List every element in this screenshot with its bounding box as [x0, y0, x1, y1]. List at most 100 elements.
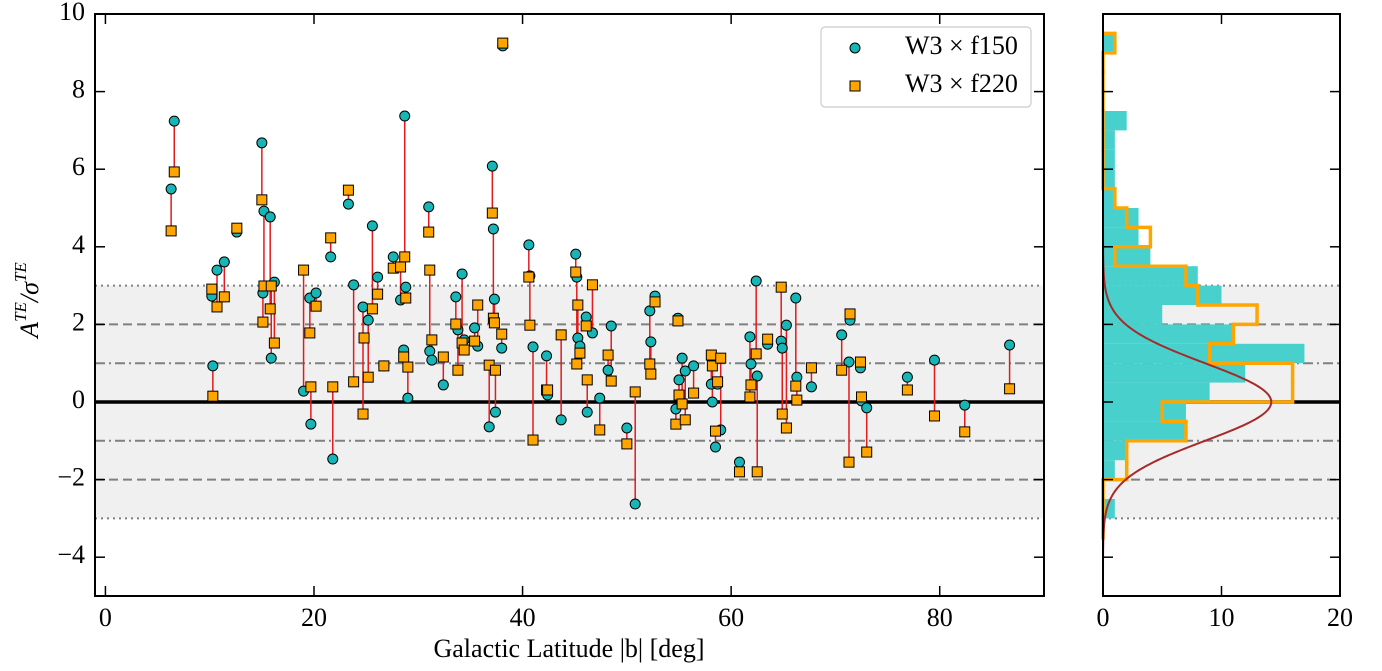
point: [750, 275, 762, 287]
point: [629, 386, 641, 398]
point: [843, 456, 855, 468]
point: [649, 296, 661, 308]
point: [670, 418, 682, 430]
point: [861, 402, 873, 414]
point: [1004, 383, 1016, 395]
point: [362, 314, 374, 326]
point: [211, 301, 223, 313]
point: [672, 315, 684, 327]
point: [929, 354, 940, 366]
point: [305, 381, 317, 393]
point: [581, 406, 593, 418]
point: [750, 348, 762, 360]
hist-bar: [1103, 382, 1210, 402]
point: [497, 37, 509, 49]
x-tick-label: 20: [1327, 603, 1353, 632]
point: [555, 414, 567, 426]
point: [744, 391, 756, 403]
point: [602, 349, 614, 361]
point: [594, 424, 606, 436]
point: [256, 194, 268, 206]
point: [844, 308, 856, 320]
point: [780, 319, 792, 331]
point: [402, 392, 414, 404]
point: [372, 271, 384, 283]
point: [378, 360, 390, 372]
point: [572, 299, 584, 311]
point: [706, 396, 718, 408]
point: [524, 319, 536, 331]
x-axis-label: Galactic Latitude |b| [deg]: [433, 634, 704, 663]
point: [776, 342, 788, 354]
y-axis-label: ATE/σTE: [11, 262, 44, 340]
point: [469, 322, 481, 334]
point: [733, 466, 745, 478]
point: [570, 248, 582, 260]
point: [629, 498, 641, 510]
point: [489, 364, 501, 376]
x-tick-label: 80: [927, 603, 953, 632]
point: [586, 279, 598, 291]
x-tick-label: 40: [510, 603, 536, 632]
hist-bar: [1103, 343, 1305, 364]
point: [366, 303, 378, 315]
point: [621, 422, 633, 434]
point: [399, 251, 411, 263]
point: [399, 110, 411, 122]
point: [268, 337, 280, 349]
point: [710, 441, 721, 453]
point: [366, 220, 378, 232]
x-tick-label: 10: [1209, 603, 1235, 632]
point: [387, 251, 399, 263]
point: [744, 331, 756, 343]
point: [483, 421, 495, 433]
point: [805, 381, 817, 393]
point: [542, 384, 554, 396]
point: [218, 256, 230, 268]
point: [836, 329, 848, 341]
hist-bar: [1103, 324, 1234, 344]
point: [304, 327, 316, 339]
point: [310, 287, 322, 299]
point: [745, 379, 757, 391]
point: [836, 364, 848, 376]
plot-frame: [94, 13, 1045, 597]
point: [327, 453, 339, 465]
point: [790, 292, 802, 304]
point: [751, 370, 763, 382]
point: [791, 394, 803, 406]
hist-bar: [1103, 33, 1115, 53]
y-tick-label: 10: [59, 0, 85, 26]
point: [733, 456, 745, 468]
point: [854, 356, 866, 368]
point: [348, 376, 360, 388]
point: [424, 264, 436, 276]
point: [571, 358, 583, 370]
point: [679, 414, 691, 426]
hist-bar: [1103, 208, 1139, 228]
point: [776, 408, 788, 420]
point: [712, 376, 724, 388]
hist-bar: [1103, 169, 1115, 189]
point: [400, 292, 412, 304]
legend-label: W3 × f220: [905, 69, 1018, 98]
point: [452, 364, 464, 376]
point: [165, 183, 177, 195]
point: [357, 301, 369, 313]
point: [486, 207, 498, 219]
point: [400, 281, 412, 293]
point: [265, 280, 277, 292]
point: [751, 466, 763, 478]
point: [348, 279, 360, 291]
point: [645, 336, 657, 348]
point: [1004, 339, 1016, 351]
y-label-part: A: [15, 322, 44, 340]
point: [327, 381, 339, 393]
point: [644, 358, 656, 370]
y-label-part: /σ: [15, 281, 44, 304]
point: [605, 375, 617, 387]
x-tick-label: 60: [718, 603, 744, 632]
point: [489, 406, 501, 418]
point: [645, 368, 657, 380]
